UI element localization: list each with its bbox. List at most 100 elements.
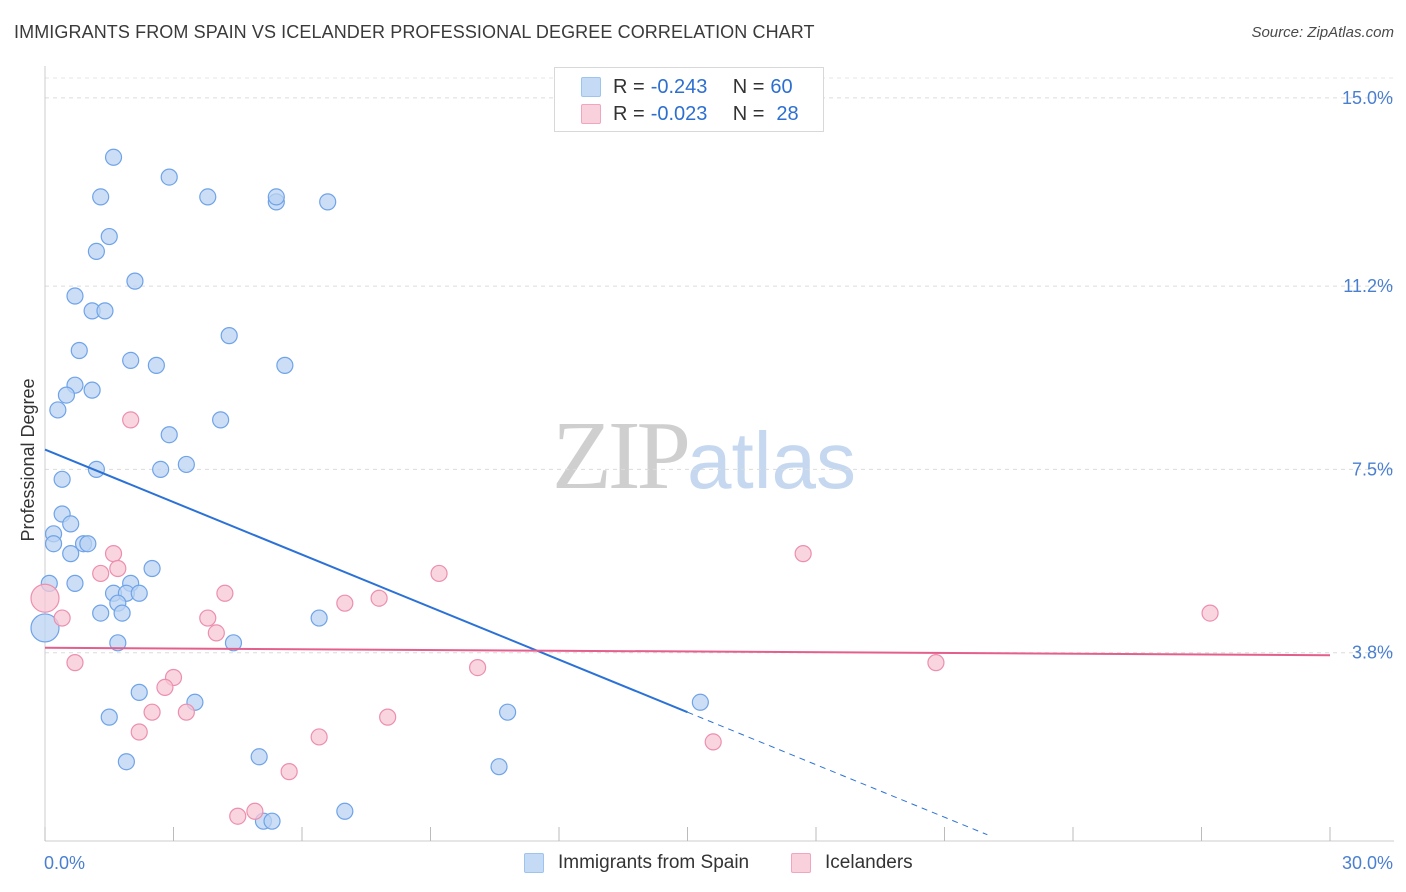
- point-spain: [92, 188, 110, 206]
- point-icelanders: [927, 654, 945, 672]
- legend-n-value: 28: [776, 102, 799, 125]
- point-icelanders: [104, 545, 123, 563]
- point-spain: [126, 272, 144, 290]
- point-icelanders: [92, 564, 110, 583]
- point-icelanders: [246, 802, 264, 820]
- point-spain: [490, 758, 508, 776]
- legend-row-spain: R = -0.243 N = 60: [581, 74, 793, 100]
- bottom-legend-swatch-spain: [524, 853, 544, 873]
- point-spain: [143, 559, 161, 578]
- x-tick-label: 0.0%: [44, 853, 85, 873]
- point-spain: [267, 188, 285, 206]
- trendline-icelanders: [44, 646, 1331, 657]
- bottom-legend-icelanders: Icelanders: [791, 852, 913, 874]
- point-icelanders: [130, 723, 148, 741]
- y-tick-label: 3.8%: [1352, 643, 1393, 663]
- point-icelanders: [177, 703, 195, 721]
- point-icelanders: [280, 763, 298, 781]
- point-icelanders: [143, 703, 161, 721]
- y-tick-label: 15.0%: [1342, 88, 1393, 108]
- point-spain: [66, 574, 84, 592]
- point-icelanders: [229, 807, 247, 825]
- point-spain: [96, 302, 114, 320]
- point-spain: [160, 168, 178, 186]
- point-spain: [62, 545, 80, 563]
- point-spain: [263, 812, 281, 830]
- chart-source: Source: ZipAtlas.com: [1251, 24, 1394, 41]
- legend-r-label: R =: [613, 102, 645, 125]
- legend-r-label: R =: [613, 75, 645, 98]
- point-icelanders: [109, 559, 127, 578]
- point-icelanders: [430, 564, 448, 583]
- point-spain: [66, 287, 84, 305]
- point-icelanders: [156, 678, 174, 697]
- point-icelanders: [1201, 604, 1219, 622]
- point-spain: [100, 708, 118, 726]
- point-spain: [336, 802, 354, 820]
- point-spain: [44, 535, 63, 553]
- point-spain: [130, 683, 148, 701]
- y-tick-label: 7.5%: [1352, 459, 1393, 479]
- point-spain: [250, 748, 268, 766]
- point-spain: [92, 604, 110, 622]
- point-spain: [70, 341, 88, 360]
- point-spain: [276, 356, 294, 374]
- point-spain: [30, 613, 60, 643]
- point-icelanders: [207, 624, 225, 642]
- point-spain: [62, 515, 80, 533]
- watermark-atlas: atlas: [687, 416, 856, 505]
- point-spain: [177, 455, 195, 474]
- point-spain: [117, 753, 135, 771]
- watermark-zip: ZIP: [552, 402, 691, 510]
- legend-n-label: N =: [732, 102, 765, 125]
- bottom-legend-label-spain: Immigrants from Spain: [558, 852, 750, 873]
- point-spain: [152, 460, 170, 479]
- point-spain: [122, 351, 140, 370]
- point-icelanders: [704, 733, 722, 751]
- point-icelanders: [370, 589, 388, 607]
- legend-n-value: 60: [770, 75, 793, 98]
- y-axis-label: Professional Degree: [18, 378, 38, 541]
- y-tick-label: 11.2%: [1343, 276, 1393, 296]
- legend-r-value: -0.243: [650, 75, 708, 98]
- chart-title: IMMIGRANTS FROM SPAIN VS ICELANDER PROFE…: [14, 22, 815, 42]
- point-spain: [147, 356, 165, 374]
- point-spain: [310, 609, 328, 627]
- point-spain: [57, 386, 76, 404]
- point-spain: [87, 242, 106, 261]
- point-icelanders: [66, 654, 84, 672]
- point-icelanders: [336, 594, 354, 612]
- point-spain: [212, 411, 230, 429]
- point-spain: [199, 188, 217, 206]
- point-icelanders: [216, 584, 234, 602]
- point-spain: [224, 634, 243, 652]
- bottom-legend-swatch-icelanders: [791, 853, 811, 873]
- point-spain: [53, 470, 71, 488]
- point-icelanders: [30, 583, 60, 613]
- point-spain: [109, 634, 127, 652]
- watermark: ZIPatlas: [552, 398, 856, 512]
- bottom-legend: Immigrants from Spain Icelanders: [0, 852, 1406, 878]
- x-tick-label: 30.0%: [1342, 853, 1393, 873]
- point-spain: [49, 401, 67, 419]
- point-icelanders: [379, 708, 397, 726]
- point-spain: [104, 148, 123, 166]
- trendline-spain: [44, 448, 688, 714]
- legend-n-label: N =: [732, 75, 765, 98]
- point-spain: [319, 193, 337, 211]
- legend-swatch-spain: [581, 77, 601, 97]
- point-spain: [100, 227, 118, 246]
- point-icelanders: [794, 545, 812, 563]
- legend: R = -0.243 N = 60 R = -0.023 N = 28: [554, 67, 824, 132]
- point-spain: [160, 426, 178, 444]
- point-spain: [113, 604, 131, 622]
- point-spain: [79, 535, 97, 553]
- point-spain: [220, 327, 238, 345]
- point-spain: [130, 584, 148, 602]
- legend-r-value: -0.023: [650, 102, 708, 125]
- point-icelanders: [199, 609, 217, 627]
- point-spain: [499, 703, 517, 721]
- legend-swatch-icelanders: [581, 104, 601, 124]
- point-spain: [691, 693, 709, 711]
